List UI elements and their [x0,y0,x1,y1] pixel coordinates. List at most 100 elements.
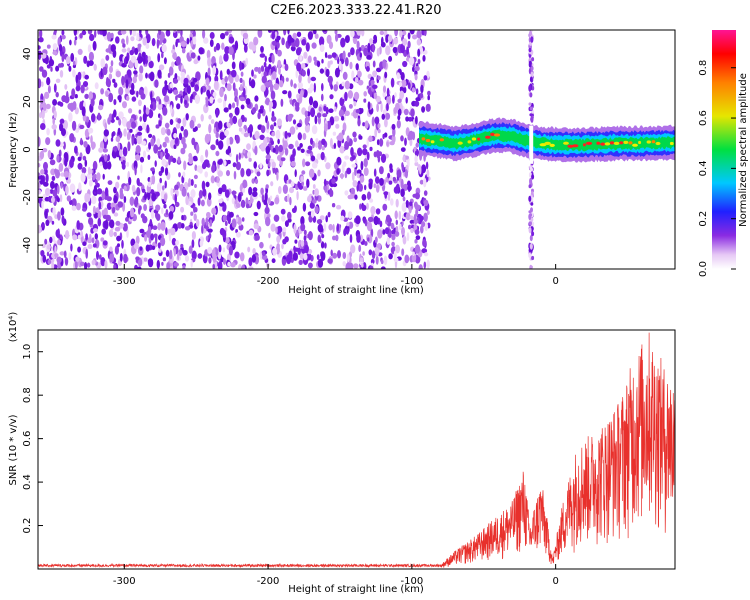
noise-speck [186,85,191,94]
noise-speck [40,250,45,257]
noise-speck [61,54,65,63]
snr-line [38,332,675,569]
spectrogram-x-tick-label: 0 [552,276,558,287]
noise-speck [103,154,108,162]
noise-speck [153,144,159,154]
noise-speck [145,43,150,49]
noise-speck [425,161,429,170]
noise-speck [311,42,317,49]
noise-speck [321,93,324,102]
noise-speck [302,158,306,168]
noise-speck [339,173,345,179]
noise-speck [59,102,64,107]
noise-speck [287,30,290,35]
noise-speck [161,185,165,191]
noise-speck [401,162,404,169]
track-band [419,129,675,152]
noise-speck [280,157,286,162]
noise-speck [381,113,386,120]
noise-speck [117,201,124,208]
noise-speck [232,162,237,168]
noise-speck [209,32,215,39]
noise-speck [375,176,380,184]
noise-speck [235,153,239,163]
noise-speck [323,223,327,232]
noise-speck [400,72,405,81]
noise-speck [321,58,324,64]
noise-speck [46,244,51,250]
noise-speck [289,126,296,135]
noise-speck [423,213,428,221]
noise-speck [377,122,381,129]
noise-speck [304,110,308,118]
noise-speck [205,97,209,108]
noise-speck [165,249,170,257]
noise-speck [327,258,333,264]
noise-speck [310,210,315,218]
noise-speck [248,266,254,269]
noise-speck [229,152,232,158]
noise-speck [303,253,308,261]
track-hotspot [563,141,569,145]
noise-speck [247,127,251,134]
noise-speck [401,248,405,256]
noise-speck [73,39,77,46]
noise-speck [236,203,241,208]
noise-speck [382,203,388,211]
noise-speck [319,44,325,53]
noise-speck [424,222,429,232]
noise-speck [113,186,117,194]
noise-speck [271,54,275,64]
noise-speck [335,33,339,42]
noise-speck [135,154,141,161]
noise-speck [155,204,161,211]
noise-speck [254,178,259,185]
noise-speck [174,193,177,204]
noise-speck [46,44,51,49]
track-hotspot [493,133,501,137]
noise-speck [344,57,349,67]
noise-speck [118,111,124,119]
noise-speck [323,123,328,132]
snr-trace [38,332,675,569]
noise-speck [346,135,350,143]
noise-speck [140,93,146,100]
noise-speck [162,257,167,262]
noise-speck [355,215,361,225]
noise-speck [123,57,127,66]
noise-speck [150,138,155,147]
track-hotspot [613,141,620,145]
noise-speck [77,162,83,170]
noise-speck [58,162,64,172]
noise-speck [243,149,246,154]
noise-speck [300,216,305,226]
noise-speck [140,140,147,146]
noise-speck [211,207,217,215]
noise-speck [106,202,112,210]
noise-speck [409,201,413,207]
noise-speck [73,30,77,36]
noise-speck [171,61,175,68]
noise-speck [121,48,127,53]
noise-speck [126,95,130,101]
noise-speck [366,202,369,210]
noise-speck [415,208,419,217]
noise-speck [342,50,346,60]
noise-speck [414,100,420,107]
noise-speck [207,247,213,254]
noise-speck [353,91,360,101]
noise-speck [59,194,63,203]
noise-speck [118,95,122,103]
noise-speck [256,200,261,210]
noise-speck [52,207,56,216]
noise-speck [180,243,184,248]
noise-speck [363,91,368,97]
noise-speck [374,236,378,244]
noise-speck [190,40,194,48]
noise-speck [126,121,132,129]
noise-speck [350,30,355,38]
snr-y-tick-label: 0.8 [22,387,33,403]
noise-speck [284,130,288,139]
stripe-speck [531,57,535,62]
noise-speck [388,180,393,185]
